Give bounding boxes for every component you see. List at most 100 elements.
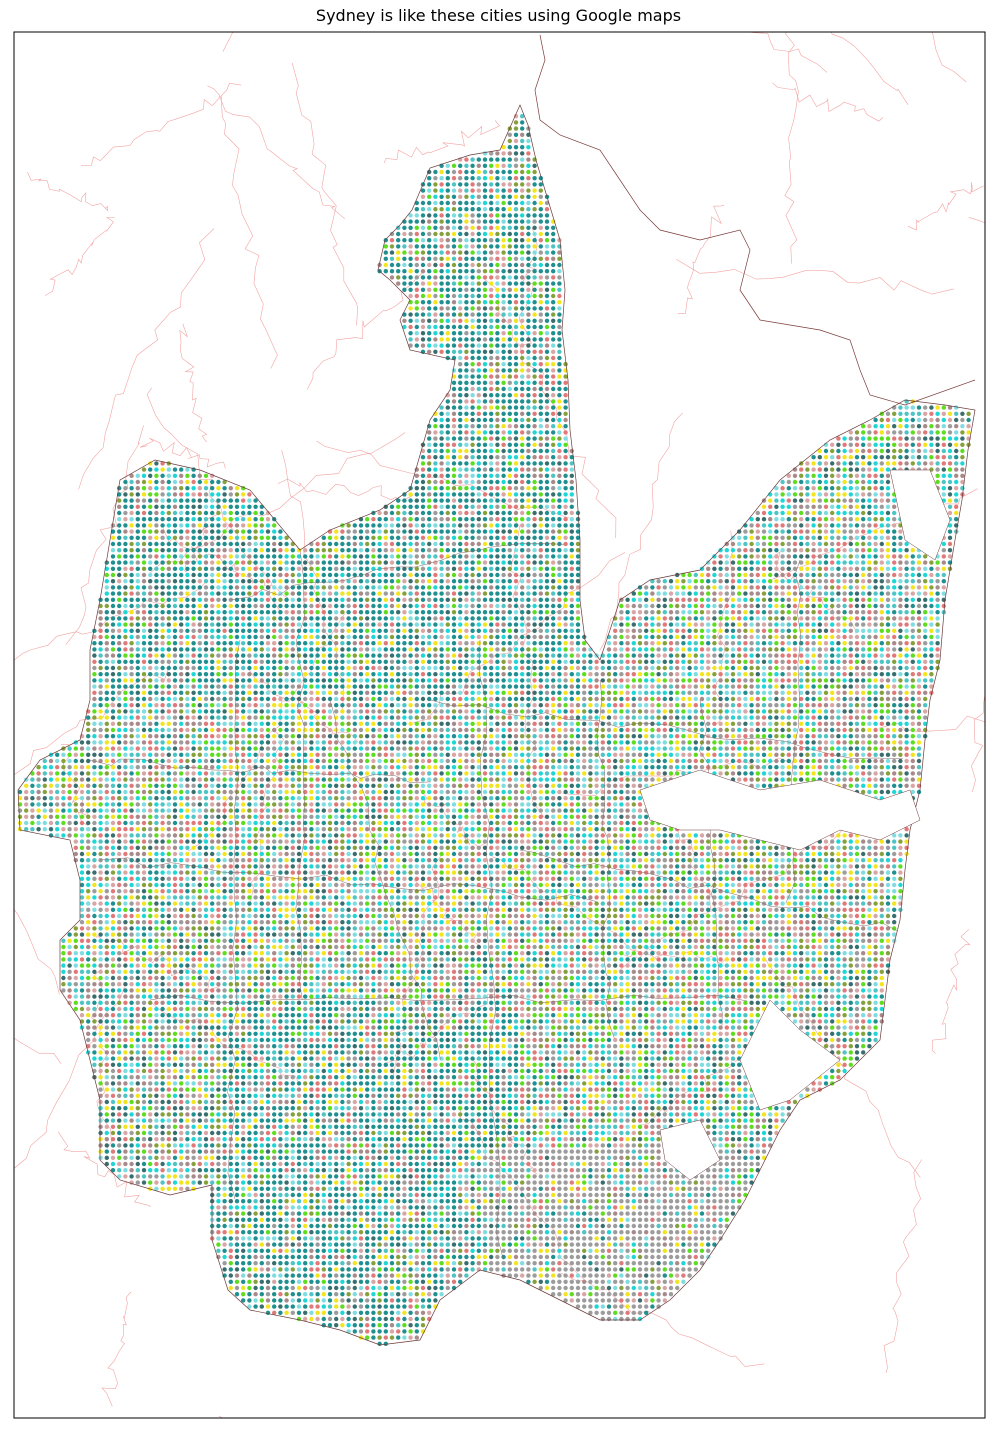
map-dot: [476, 194, 481, 199]
map-dot: [234, 585, 240, 590]
map-dot: [538, 548, 543, 553]
map-dot: [606, 653, 612, 658]
map-dot: [761, 641, 767, 646]
map-dot: [625, 616, 630, 621]
map-dot: [383, 566, 388, 571]
map-dot: [92, 659, 97, 664]
map-dot: [439, 603, 444, 609]
map-dot: [557, 417, 562, 423]
map-dot: [179, 610, 184, 615]
map-dot: [222, 541, 227, 547]
map-dot: [253, 634, 258, 640]
map-dot: [420, 207, 426, 212]
map-dot: [433, 182, 438, 187]
map-dot: [458, 523, 463, 528]
map-dot: [520, 188, 525, 193]
map-dot: [532, 579, 537, 584]
map-dot: [737, 659, 742, 664]
map-dot: [867, 523, 872, 528]
map-dot: [848, 523, 853, 528]
map-dot: [532, 616, 537, 621]
map-dot: [737, 541, 742, 547]
map-dot: [830, 548, 835, 553]
map-dot: [526, 430, 531, 435]
map-dot: [110, 641, 116, 646]
map-dot: [427, 603, 432, 609]
map-dot: [954, 498, 959, 503]
map-dot: [613, 641, 618, 646]
map-dot: [848, 572, 853, 578]
map-dot: [551, 343, 556, 348]
map-dot: [873, 634, 878, 640]
map-dot: [749, 622, 754, 627]
map-dot: [451, 455, 457, 460]
map-dot: [92, 634, 97, 640]
map-dot: [117, 616, 122, 621]
map-dot: [805, 473, 810, 478]
map-dot: [575, 579, 581, 584]
map-dot: [172, 535, 178, 540]
map-dot: [873, 603, 878, 609]
map-dot: [780, 535, 785, 540]
map-dot: [427, 653, 432, 658]
map-dot: [718, 647, 723, 652]
map-dot: [712, 610, 717, 615]
map-dot: [396, 281, 401, 286]
map-dot: [346, 548, 351, 553]
map-dot: [811, 455, 816, 460]
map-dot: [935, 634, 940, 640]
map-dot: [929, 622, 934, 627]
map-dot: [427, 207, 432, 212]
map-dot: [780, 523, 785, 528]
map-dot: [191, 523, 196, 528]
map-dot: [234, 610, 240, 615]
map-dot: [873, 442, 878, 447]
map-dot: [563, 448, 568, 454]
map-dot: [389, 523, 395, 528]
map-dot: [923, 647, 928, 652]
map-dot: [445, 207, 450, 212]
map-dot: [377, 634, 382, 640]
map-dot: [458, 318, 463, 323]
map-dot: [687, 634, 692, 640]
map-dot: [234, 504, 240, 509]
map-dot: [507, 355, 512, 361]
map-dot: [470, 362, 475, 367]
map-dot: [538, 380, 543, 385]
map-dot: [935, 424, 940, 429]
map-dot: [873, 585, 878, 590]
map-dot: [885, 548, 891, 553]
map-dot: [737, 622, 742, 627]
map-dot: [396, 585, 401, 590]
map-dot: [681, 603, 686, 609]
map-dot: [482, 498, 488, 503]
map-dot: [482, 262, 488, 268]
map-dot: [507, 163, 512, 168]
map-dot: [303, 554, 308, 559]
map-dot: [377, 579, 382, 584]
map-dot: [557, 399, 562, 404]
map-dot: [501, 498, 506, 503]
map-dot: [526, 318, 531, 323]
map-dot: [389, 529, 395, 534]
map-dot: [513, 256, 519, 261]
map-dot: [805, 461, 810, 466]
map-dot: [420, 504, 426, 509]
map-dot: [433, 492, 438, 497]
map-dot: [867, 585, 872, 590]
map-dot: [842, 610, 847, 615]
map-dot: [352, 579, 357, 584]
map-dot: [482, 566, 488, 571]
map-dot: [780, 479, 785, 485]
map-dot: [551, 616, 556, 621]
map-dot: [427, 634, 432, 640]
map-dot: [458, 293, 463, 299]
map-dot: [210, 647, 215, 652]
map-dot: [445, 293, 450, 299]
map-dot: [451, 517, 457, 522]
map-dot: [278, 659, 283, 664]
map-dot: [482, 653, 488, 658]
map-dot: [402, 566, 407, 571]
map-dot: [520, 529, 525, 534]
